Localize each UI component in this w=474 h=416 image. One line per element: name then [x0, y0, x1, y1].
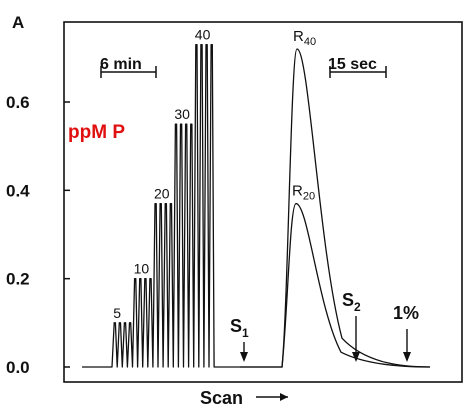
standard-group-label: 30 [174, 106, 190, 122]
standard-group-label: 20 [154, 186, 170, 202]
left-scale-bar: 6 min [100, 56, 157, 78]
right-scale-bar-label: 15 sec [328, 56, 377, 73]
scan-peak-trace-20 [240, 202, 431, 368]
y-axis-label: A [12, 13, 24, 32]
scan-peak-label: R40 [293, 28, 316, 48]
right-scale-bar: 15 sec [328, 56, 387, 78]
marker-label: S2 [342, 290, 361, 314]
x-axis-label: Scan [200, 388, 243, 408]
y-tick-label: 0.6 [6, 93, 30, 112]
y-axis-ticks: 0.0 0.2 0.4 0.6 [6, 93, 70, 377]
standard-group-label: 5 [113, 305, 121, 321]
marker-label: 1% [393, 303, 419, 323]
peak-labels: 5 10 20 30 40 R40 R20 S1 S2 1% [113, 27, 419, 362]
standard-group-label: 40 [195, 27, 211, 43]
marker-arrowhead-icon [352, 352, 360, 362]
standard-group-label: 10 [134, 261, 150, 277]
scan-peak-label: R20 [292, 183, 315, 203]
ppm-p-overlay-label: ppM P [68, 122, 125, 143]
plot-frame [63, 21, 463, 383]
scan-peak-trace-40 [240, 48, 431, 368]
standard-peaks-trace [82, 43, 240, 368]
left-scale-bar-label: 6 min [100, 56, 142, 73]
marker-arrowhead-icon [240, 352, 248, 362]
y-tick-label: 0.2 [6, 270, 30, 289]
x-axis-arrow [256, 393, 288, 401]
traces [82, 43, 431, 368]
y-tick-label: 0.4 [6, 181, 30, 200]
marker-arrowhead-icon [403, 352, 411, 362]
marker-label: S1 [230, 316, 249, 340]
y-tick-label: 0.0 [6, 358, 30, 377]
